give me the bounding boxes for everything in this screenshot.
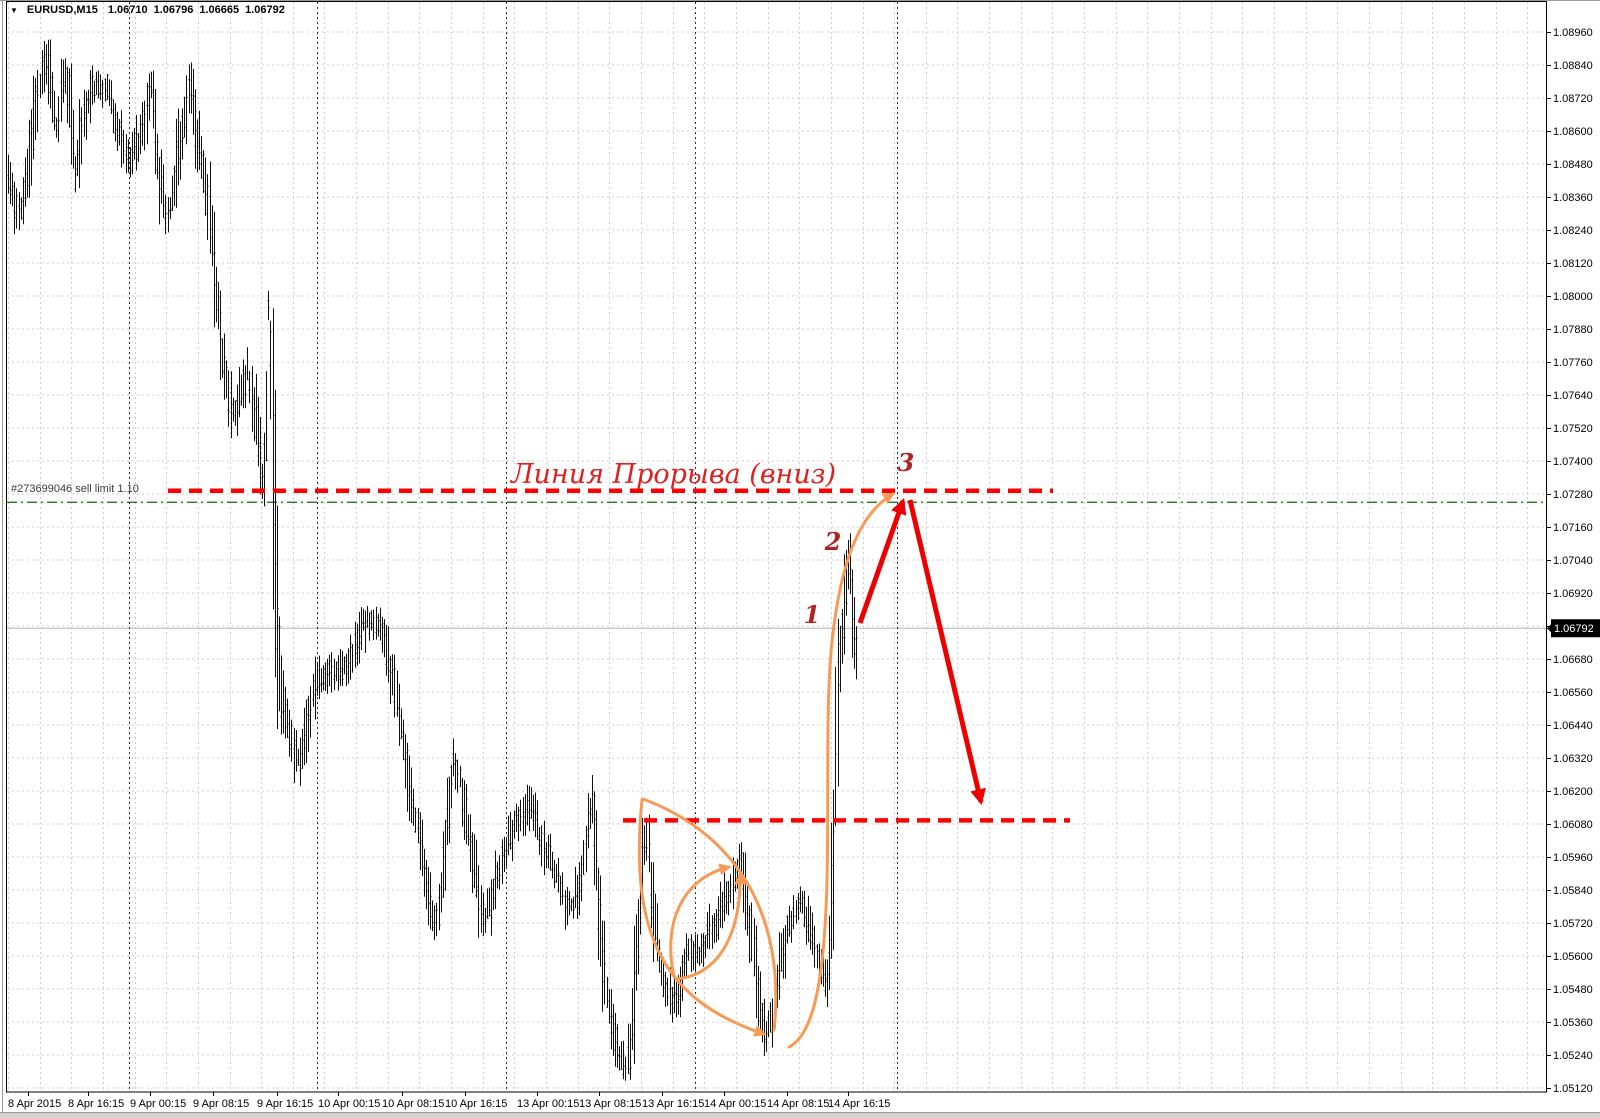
orange-annotation-curve-3[interactable]	[669, 863, 732, 978]
price-axis-label: 1.07160	[1553, 522, 1593, 534]
symbol-period-label: EURUSD,M15	[26, 4, 98, 16]
time-axis-label: 8 Apr 16:15	[68, 1098, 124, 1110]
orange-annotation-curve-5[interactable]	[787, 492, 896, 1049]
pending-order-label: #273699046 sell limit 1.10	[11, 483, 139, 495]
time-axis-label: 9 Apr 00:15	[130, 1098, 186, 1110]
price-axis-label: 1.07040	[1553, 555, 1593, 567]
ohlc-close-value: 1.06792	[245, 4, 285, 16]
window-top-border	[0, 0, 1600, 1]
price-axis-label: 1.08600	[1553, 126, 1593, 138]
h-gridlines	[7, 31, 1546, 1089]
day-separators-layer	[129, 2, 898, 1092]
window-left-border	[2, 0, 3, 1118]
current-price-badge	[1547, 619, 1600, 638]
price-axis-label: 1.05480	[1553, 984, 1593, 996]
time-axis-label: 13 Apr 16:15	[642, 1098, 704, 1110]
time-axis-label: 14 Apr 00:15	[704, 1098, 766, 1110]
price-axis-label: 1.05720	[1553, 918, 1593, 930]
window-bottom-border	[0, 1112, 1600, 1118]
time-axis-label: 9 Apr 16:15	[257, 1098, 313, 1110]
red-arrows-layer[interactable]	[857, 497, 986, 806]
price-axis-label: 1.08720	[1553, 93, 1593, 105]
price-axis-label: 1.05960	[1553, 852, 1593, 864]
price-axis-label: 1.08960	[1553, 27, 1593, 39]
chart-info-overlay: ▼ EURUSD,M15 1.06710 1.06796 1.06665 1.0…	[10, 4, 291, 16]
price-axis-label: 1.08240	[1553, 225, 1593, 237]
time-axis-label: 14 Apr 08:15	[767, 1098, 829, 1110]
time-axis-label: 10 Apr 00:15	[318, 1098, 380, 1110]
red-trend-arrow-1[interactable]	[857, 497, 907, 624]
v-gridlines	[8, 2, 1528, 1092]
price-axis-label: 1.06920	[1553, 588, 1593, 600]
orange-annotation-curve-2[interactable]	[641, 797, 778, 1032]
ohlc-low-value: 1.06665	[199, 4, 240, 16]
time-axis-label: 13 Apr 08:15	[579, 1098, 641, 1110]
price-axis-label: 1.05600	[1553, 951, 1593, 963]
price-axis-label: 1.08120	[1553, 258, 1593, 270]
price-axis-label: 1.05240	[1553, 1050, 1593, 1062]
price-axis-label: 1.06560	[1553, 687, 1593, 699]
time-axis-label: 13 Apr 00:15	[517, 1098, 579, 1110]
annotation-texts: Линия Прорыва (вниз) 1 2 3	[509, 448, 914, 629]
time-axis-label: 14 Apr 16:15	[828, 1098, 890, 1110]
price-axis-label: 1.08000	[1553, 291, 1593, 303]
time-axis-label: 8 Apr 2015	[8, 1098, 61, 1110]
price-axis-label: 1.07520	[1553, 423, 1593, 435]
orange-annotation-curve-1[interactable]	[637, 798, 767, 1037]
time-axis-label: 9 Apr 08:15	[193, 1098, 249, 1110]
price-axis-label: 1.06440	[1553, 720, 1593, 732]
price-axis-label: 1.05840	[1553, 885, 1593, 897]
price-axis-label: 1.07280	[1553, 489, 1593, 501]
time-axis-label: 10 Apr 16:15	[445, 1098, 507, 1110]
chart-frame	[6, 1, 1547, 1093]
ohlc-high-value: 1.06796	[153, 4, 194, 16]
wave-point-label-2: 2	[824, 527, 842, 556]
price-axis-label: 1.05360	[1553, 1017, 1593, 1029]
orange-annotations[interactable]	[637, 492, 896, 1049]
current-price-badge-value: 1.06792	[1554, 623, 1594, 635]
price-axis-ticks	[1546, 32, 1551, 1089]
time-axis-ticks	[28, 1092, 849, 1096]
level-lines-layer	[7, 501, 1546, 629]
price-axis-label: 1.07760	[1553, 357, 1593, 369]
price-axis-label: 1.06080	[1553, 819, 1593, 831]
price-axis-label: 1.06200	[1553, 786, 1593, 798]
price-axis-label: 1.05120	[1553, 1083, 1593, 1095]
time-axis-label: 10 Apr 08:15	[382, 1098, 444, 1110]
time-axis[interactable]: 8 Apr 2015 8 Apr 16:15 9 Apr 00:15 9 Apr 08…	[8, 1092, 890, 1110]
price-axis-label: 1.07400	[1553, 456, 1593, 468]
orange-annotation-curve-4[interactable]	[675, 872, 747, 981]
price-axis-label: 1.06680	[1553, 654, 1593, 666]
breakout-line-label: Линия Прорыва (вниз)	[509, 459, 836, 490]
price-axis-label: 1.08360	[1553, 192, 1593, 204]
wave-point-label-3: 3	[898, 448, 915, 477]
ohlc-open-value: 1.06710	[107, 4, 148, 16]
plot-frame	[6, 1, 1547, 1093]
wave-point-label-1: 1	[804, 600, 821, 629]
price-axis-label: 1.08840	[1553, 60, 1593, 72]
price-axis-label: 1.07880	[1553, 324, 1593, 336]
price-axis[interactable]: 1.08960 1.08840 1.08720 1.08600 1.08480 1.083…	[1546, 27, 1600, 1095]
price-axis-label: 1.06320	[1553, 753, 1593, 765]
collapse-ohlc-icon[interactable]: ▼	[10, 5, 18, 15]
red-trend-arrow-2[interactable]	[907, 499, 986, 806]
grid-layer	[7, 2, 1546, 1092]
day-separator-lines	[129, 2, 898, 1092]
price-axis-label: 1.07640	[1553, 390, 1593, 402]
price-axis-label: 1.08480	[1553, 159, 1593, 171]
drawn-lines-layer[interactable]	[168, 488, 1070, 823]
